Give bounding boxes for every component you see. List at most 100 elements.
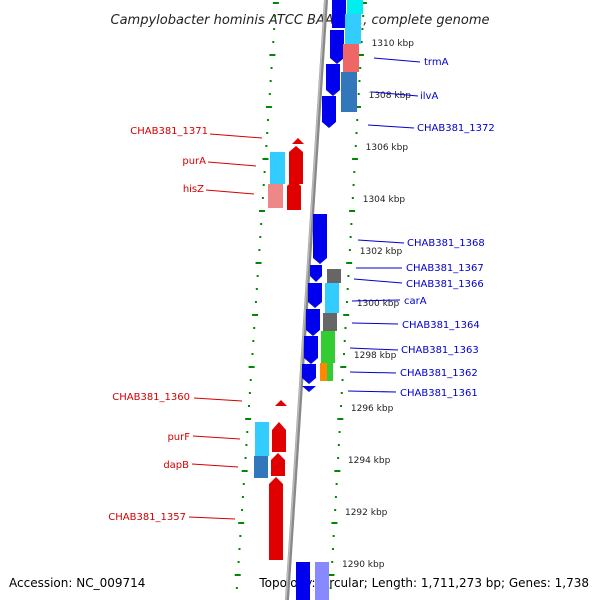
reverse-strand-features — [296, 0, 346, 600]
scale-tick — [360, 41, 363, 43]
scale-label: 1308 kbp — [369, 91, 412, 101]
scale-tick — [354, 106, 361, 108]
scale-tick — [242, 483, 245, 485]
gene-block-bottom-blue — [296, 562, 310, 600]
right-labels: trmA ilvA CHAB381_1372 CHAB381_1368 CHAB… — [347, 57, 495, 399]
scale-tick — [252, 340, 255, 342]
scale-tick — [340, 392, 343, 394]
scale-tick — [331, 548, 334, 550]
gene-arrow-1372-region — [322, 96, 336, 128]
scale-tick — [262, 158, 269, 160]
gene-block-top-blue — [332, 0, 346, 28]
scale-tick — [245, 418, 252, 420]
scale-tick — [251, 353, 254, 355]
scale-tick — [272, 41, 275, 43]
scale-tick — [241, 509, 244, 511]
scale-tick — [255, 262, 262, 264]
scale-tick — [354, 145, 357, 147]
scale-tick — [335, 483, 338, 485]
gene-label-purF: purF — [167, 432, 190, 443]
scale-tick — [259, 236, 262, 238]
scale-label: 1310 kbp — [372, 39, 415, 49]
scale-tick — [340, 405, 343, 407]
scale-tick — [334, 509, 337, 511]
scale-tick — [358, 80, 361, 82]
scale-tick — [248, 366, 255, 368]
scale-tick — [252, 314, 259, 316]
scale-tick — [244, 457, 247, 459]
scale-tick — [341, 379, 344, 381]
scale-tick — [235, 587, 238, 589]
scale-tick — [329, 587, 332, 589]
scale-tick — [360, 2, 367, 4]
scale-tick — [274, 15, 276, 17]
scale-tick — [238, 548, 241, 550]
gene-arrow-purF — [272, 422, 286, 452]
gene-arrow-1360-tip — [275, 400, 287, 406]
gene-label-hisZ: hisZ — [183, 184, 204, 195]
scale-tick — [249, 379, 252, 381]
scale-label: 1292 kbp — [345, 508, 388, 518]
scale-tick — [263, 171, 266, 173]
scale-tick — [262, 184, 265, 186]
scale-tick — [349, 236, 352, 238]
scale-tick — [254, 301, 257, 303]
gene-label-carA: carA — [404, 296, 427, 307]
gene-arrow-1367 — [310, 265, 322, 282]
scale-tick — [265, 145, 268, 147]
gene-arrow-1363 — [304, 336, 318, 364]
gene-arrow-purA — [289, 146, 303, 184]
scale-tick — [267, 119, 270, 121]
scale-tick — [241, 496, 244, 498]
scale-tick — [273, 28, 276, 30]
scale-tick — [258, 249, 261, 251]
scale-tick — [361, 28, 364, 30]
scale-tick — [337, 457, 340, 459]
gene-label-purA: purA — [182, 156, 206, 167]
gene-label-chab381-1371: CHAB381_1371 — [130, 126, 208, 137]
scale-tick — [347, 275, 350, 277]
scale-tick — [245, 444, 248, 446]
scale-tick — [337, 418, 344, 420]
gene-label-chab381-1372: CHAB381_1372 — [417, 123, 495, 134]
scale-tick — [344, 327, 347, 329]
gene-label-ilvA: ilvA — [420, 91, 438, 102]
left-labels: CHAB381_1371 purA hisZ CHAB381_1360 purF… — [108, 126, 263, 523]
gene-label-chab381-1364: CHAB381_1364 — [402, 320, 480, 331]
scale-tick — [260, 223, 263, 225]
scale-tick — [355, 132, 358, 134]
scale-tick — [256, 275, 259, 277]
scale-tick — [343, 340, 346, 342]
scale-tick — [331, 522, 338, 524]
gene-arrow-1366 — [308, 283, 322, 308]
scale-tick — [270, 67, 273, 69]
gene-label-chab381-1362: CHAB381_1362 — [400, 368, 478, 379]
gene-arrow-carA — [306, 309, 320, 336]
scale-tick — [343, 314, 350, 316]
gene-arrow-dapB — [271, 453, 285, 476]
scale-label: 1298 kbp — [354, 351, 397, 361]
scale-tick — [334, 470, 341, 472]
gene-label-chab381-1366: CHAB381_1366 — [406, 279, 484, 290]
scale-tick — [346, 288, 349, 290]
gene-arrow-1357 — [269, 477, 283, 560]
forward-category-bands — [254, 152, 285, 478]
scale-tick — [348, 249, 351, 251]
scale-label: 1290 kbp — [342, 560, 385, 570]
scale-label: 1304 kbp — [363, 195, 406, 205]
scale-tick — [238, 522, 245, 524]
topology-label: Topology: circular; Length: 1,711,273 bp… — [258, 576, 589, 590]
scale-labels: 1310 kbp 1308 kbp 1306 kbp 1304 kbp 1302 kbp… — [342, 39, 414, 570]
scale-label: 1300 kbp — [357, 299, 400, 309]
scale-tick — [237, 561, 240, 563]
gene-arrow-hisZ — [287, 180, 301, 210]
scale-tick — [269, 54, 276, 56]
scale-tick — [351, 197, 354, 199]
scale-tick — [269, 80, 272, 82]
scale-label: 1306 kbp — [366, 143, 409, 153]
scale-tick — [342, 353, 345, 355]
scale-tick — [239, 535, 242, 537]
gene-arrow-ilvA-region — [326, 64, 340, 96]
gene-arrow-trmA-region — [330, 30, 344, 64]
scale-label: 1302 kbp — [360, 247, 403, 257]
